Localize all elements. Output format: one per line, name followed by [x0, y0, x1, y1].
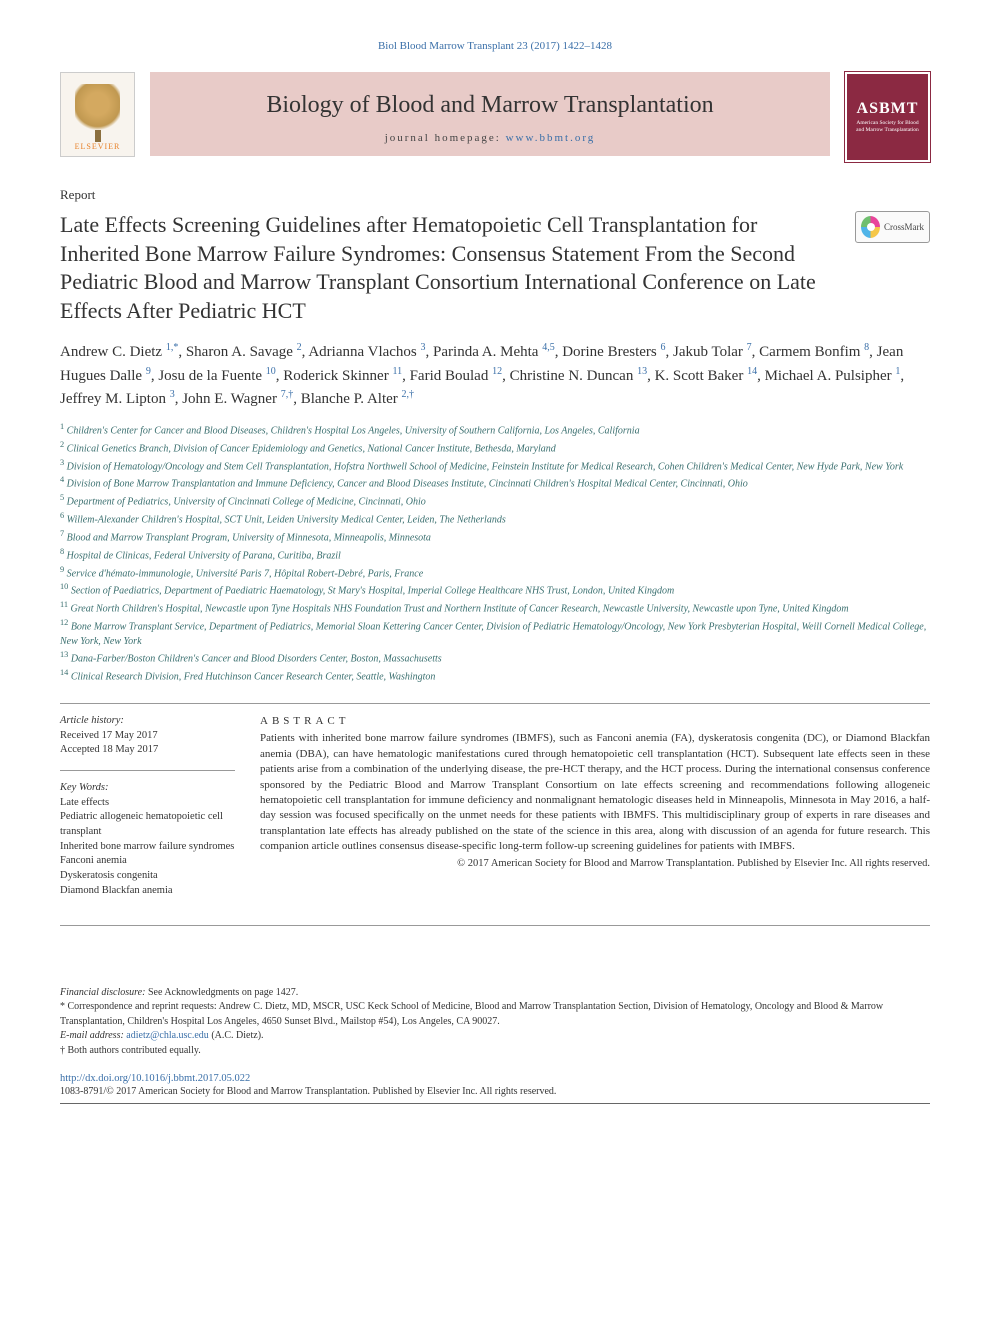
- journal-title: Biology of Blood and Marrow Transplantat…: [170, 90, 810, 120]
- divider: [60, 925, 930, 926]
- email-label: E-mail address:: [60, 1030, 126, 1041]
- elsevier-tree-icon: [75, 84, 120, 134]
- author: Farid Boulad 12: [410, 368, 503, 384]
- affiliation: 6 Willem-Alexander Children's Hospital, …: [60, 510, 930, 528]
- history-label: Article history:: [60, 714, 235, 729]
- affiliation: 8 Hospital de Clinicas, Federal Universi…: [60, 546, 930, 564]
- keyword: Fanconi anemia: [60, 854, 235, 869]
- asbmt-text: ASBMT: [857, 100, 919, 118]
- citation-link[interactable]: Biol Blood Marrow Transplant 23 (2017) 1…: [378, 40, 612, 52]
- author: Roderick Skinner 11: [283, 368, 402, 384]
- author: Adrianna Vlachos 3: [308, 344, 425, 360]
- financial-disclosure: Financial disclosure: See Acknowledgment…: [60, 986, 930, 1001]
- asbmt-subtext: American Society for Blood and Marrow Tr…: [852, 120, 923, 133]
- affiliation: 12 Bone Marrow Transplant Service, Depar…: [60, 617, 930, 649]
- author: Andrew C. Dietz 1,*: [60, 344, 178, 360]
- elsevier-text: ELSEVIER: [75, 142, 121, 151]
- crossmark-label: CrossMark: [884, 222, 924, 232]
- history-received: Received 17 May 2017: [60, 729, 235, 744]
- author: Dorine Bresters 6: [562, 344, 665, 360]
- author: Carmem Bonfim 8: [759, 344, 869, 360]
- abstract-label: ABSTRACT: [260, 714, 930, 729]
- email-line: E-mail address: adietz@chla.usc.edu (A.C…: [60, 1029, 930, 1044]
- author: Jakub Tolar 7: [673, 344, 752, 360]
- keyword: Diamond Blackfan anemia: [60, 884, 235, 899]
- author: K. Scott Baker 14: [655, 368, 757, 384]
- keyword: Dyskeratosis congenita: [60, 869, 235, 884]
- correspondence: * Correspondence and reprint requests: A…: [60, 1000, 930, 1029]
- author: Michael A. Pulsipher 1: [765, 368, 901, 384]
- contribution-note: † Both authors contributed equally.: [60, 1044, 930, 1059]
- affiliation: 13 Dana-Farber/Boston Children's Cancer …: [60, 649, 930, 667]
- author: Sharon A. Savage 2: [186, 344, 302, 360]
- elsevier-logo: ELSEVIER: [60, 72, 135, 157]
- author: Josu de la Fuente 10: [158, 368, 275, 384]
- author: Jeffrey M. Lipton 3: [60, 391, 175, 407]
- crossmark-badge[interactable]: CrossMark: [855, 211, 930, 243]
- affiliation: 5 Department of Pediatrics, University o…: [60, 492, 930, 510]
- issn-copyright: 1083-8791/© 2017 American Society for Bl…: [60, 1086, 930, 1097]
- keyword: Inherited bone marrow failure syndromes: [60, 840, 235, 855]
- article-history: Article history: Received 17 May 2017 Ac…: [60, 714, 235, 758]
- affiliation: 1 Children's Center for Cancer and Blood…: [60, 421, 930, 439]
- homepage-label: journal homepage:: [385, 132, 506, 144]
- email-suffix: (A.C. Dietz).: [209, 1030, 264, 1041]
- affiliation: 4 Division of Bone Marrow Transplantatio…: [60, 474, 930, 492]
- affiliation: 9 Service d'hémato-immunologie, Universi…: [60, 564, 930, 582]
- header-citation: Biol Blood Marrow Transplant 23 (2017) 1…: [60, 40, 930, 52]
- asbmt-logo: ASBMT American Society for Blood and Mar…: [845, 72, 930, 162]
- abstract-copyright: © 2017 American Society for Blood and Ma…: [260, 857, 930, 872]
- footer-rule: [60, 1103, 930, 1104]
- financial-text: See Acknowledgments on page 1427.: [145, 987, 298, 998]
- affiliation: 7 Blood and Marrow Transplant Program, U…: [60, 528, 930, 546]
- footnotes: Financial disclosure: See Acknowledgment…: [60, 986, 930, 1059]
- crossmark-icon: [861, 216, 880, 238]
- author: John E. Wagner 7,†: [182, 391, 293, 407]
- email-link[interactable]: adietz@chla.usc.edu: [126, 1030, 209, 1041]
- abstract-text: Patients with inherited bone marrow fail…: [260, 731, 930, 854]
- affiliation: 3 Division of Hematology/Oncology and St…: [60, 457, 930, 475]
- divider: [60, 770, 235, 771]
- affiliation: 2 Clinical Genetics Branch, Division of …: [60, 439, 930, 457]
- affiliation: 11 Great North Children's Hospital, Newc…: [60, 599, 930, 617]
- keyword: Late effects: [60, 796, 235, 811]
- financial-label: Financial disclosure:: [60, 987, 145, 998]
- journal-homepage: journal homepage: www.bbmt.org: [170, 132, 810, 144]
- divider: [60, 703, 930, 704]
- affiliations-list: 1 Children's Center for Cancer and Blood…: [60, 421, 930, 685]
- journal-title-box: Biology of Blood and Marrow Transplantat…: [150, 72, 830, 156]
- author: Christine N. Duncan 13: [510, 368, 647, 384]
- article-type: Report: [60, 187, 930, 203]
- homepage-link[interactable]: www.bbmt.org: [506, 132, 596, 144]
- journal-header: ELSEVIER Biology of Blood and Marrow Tra…: [60, 72, 930, 162]
- keyword: Pediatric allogeneic hematopoietic cell …: [60, 810, 235, 839]
- keywords-block: Key Words: Late effectsPediatric allogen…: [60, 781, 235, 899]
- author: Parinda A. Mehta 4,5: [433, 344, 555, 360]
- authors-list: Andrew C. Dietz 1,*, Sharon A. Savage 2,…: [60, 340, 930, 411]
- doi-link[interactable]: http://dx.doi.org/10.1016/j.bbmt.2017.05…: [60, 1073, 930, 1084]
- affiliation: 14 Clinical Research Division, Fred Hutc…: [60, 667, 930, 685]
- keywords-label: Key Words:: [60, 781, 235, 796]
- author: Blanche P. Alter 2,†: [301, 391, 414, 407]
- affiliation: 10 Section of Paediatrics, Department of…: [60, 581, 930, 599]
- article-title: Late Effects Screening Guidelines after …: [60, 211, 840, 325]
- history-accepted: Accepted 18 May 2017: [60, 743, 235, 758]
- abstract-block: ABSTRACT Patients with inherited bone ma…: [260, 714, 930, 911]
- article-info-sidebar: Article history: Received 17 May 2017 Ac…: [60, 714, 235, 911]
